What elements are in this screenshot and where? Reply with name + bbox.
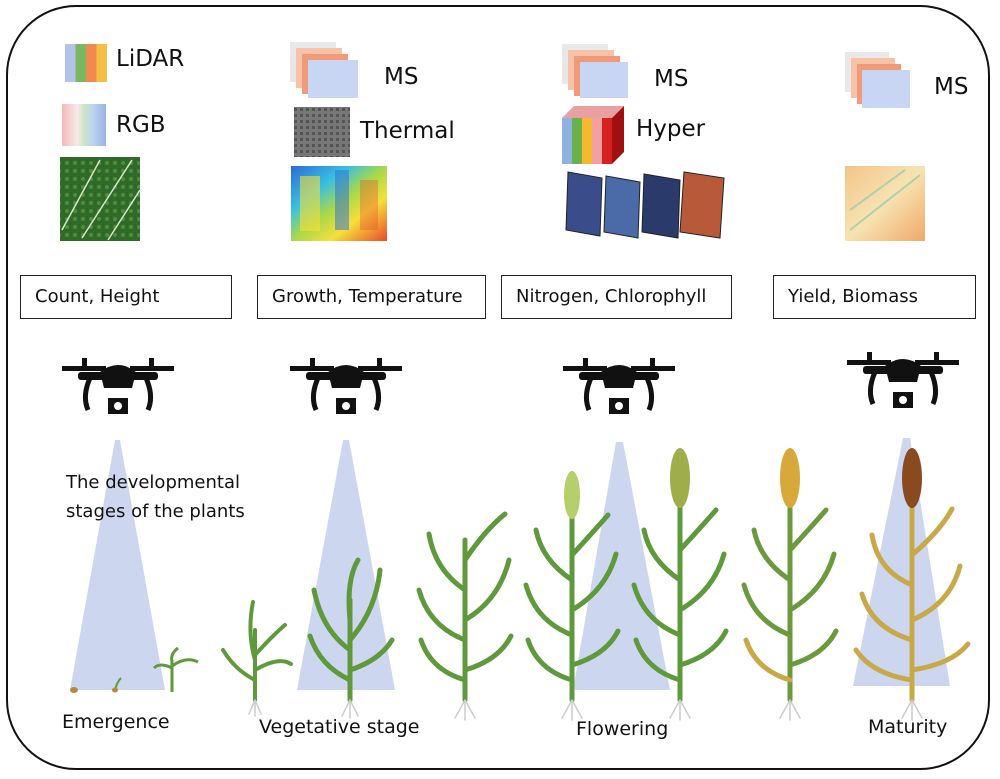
multispectral-icon: [562, 44, 628, 98]
multispectral-icon: [845, 52, 910, 108]
thermal-icon: [294, 107, 350, 157]
sensor-label-thermal: Thermal: [360, 118, 455, 144]
multispectral-icon: [290, 42, 358, 98]
beam-vegetative: [297, 440, 395, 690]
sensor-label-ms: MS: [384, 64, 419, 90]
developmental-stages-note: The developmental stages of the plants: [66, 468, 245, 526]
stage-label-emergence: Emergence: [62, 711, 170, 733]
plant-young: [221, 600, 293, 717]
beam-maturity: [853, 438, 950, 686]
hyperspectral-cube-icon: [562, 106, 624, 164]
sensor-label-ms: MS: [654, 66, 689, 92]
plant-ripening: [741, 448, 839, 721]
trait-box-nitrogen-chlorophyll: Nitrogen, Chlorophyll: [501, 275, 732, 319]
drone-icon: [62, 358, 174, 414]
lidar-icon: [65, 44, 107, 82]
plant-seedlings: [70, 646, 199, 693]
yield-field-image: [845, 166, 925, 241]
drone-icon: [847, 352, 959, 408]
plant-flowering: [631, 448, 729, 721]
sensor-label-hyper: Hyper: [636, 116, 706, 142]
hyperspectral-images: [565, 171, 725, 239]
drone-icon: [563, 358, 675, 414]
note-line-2: stages of the plants: [66, 501, 245, 522]
beam-flowering: [573, 442, 670, 690]
drone-icon: [290, 358, 402, 414]
trait-box-yield-biomass: Yield, Biomass: [773, 275, 976, 319]
sensor-label-ms: MS: [934, 74, 969, 100]
thermal-field-image: [291, 166, 387, 241]
plant-flowering: [523, 471, 621, 721]
plant-tall-leafy: [416, 511, 514, 721]
stage-label-flowering: Flowering: [576, 718, 669, 740]
beam-emergence: [70, 440, 165, 690]
sensor-label-rgb: RGB: [116, 112, 166, 138]
sensor-label-lidar: LiDAR: [116, 46, 185, 72]
trait-box-growth-temperature: Growth, Temperature: [257, 275, 486, 319]
field-rgb-image: [60, 157, 141, 241]
rgb-icon: [62, 104, 106, 146]
trait-box-count-height: Count, Height: [20, 275, 232, 319]
stage-label-vegetative: Vegetative stage: [259, 716, 420, 738]
plant-mature: [853, 448, 971, 721]
note-line-1: The developmental: [66, 472, 240, 493]
diagram-frame: [6, 5, 990, 770]
plant-vegetative: [307, 557, 395, 719]
stage-label-maturity: Maturity: [868, 716, 948, 738]
sensor-beams: [70, 438, 950, 690]
